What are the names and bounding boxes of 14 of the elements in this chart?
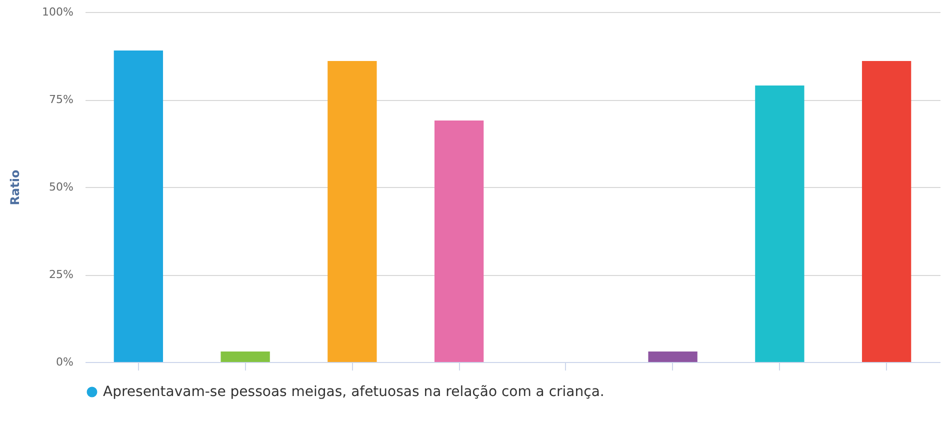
bar bbox=[220, 352, 270, 362]
y-axis-title: Ratio bbox=[8, 170, 22, 206]
y-tick-label: 50% bbox=[49, 180, 74, 194]
y-tick-label: 0% bbox=[56, 356, 74, 368]
bar bbox=[328, 61, 377, 362]
bar bbox=[755, 86, 804, 362]
bar bbox=[114, 50, 164, 362]
legend-label: Apresentavam-se pessoas meigas, afetuosas na relação com a criança. bbox=[103, 384, 604, 400]
y-tick-label: 25% bbox=[49, 268, 74, 281]
y-tick-label: 100% bbox=[42, 6, 74, 18]
y-tick-label: 75% bbox=[49, 93, 74, 106]
bar bbox=[862, 61, 912, 362]
bar bbox=[434, 120, 484, 362]
bar bbox=[648, 352, 698, 362]
